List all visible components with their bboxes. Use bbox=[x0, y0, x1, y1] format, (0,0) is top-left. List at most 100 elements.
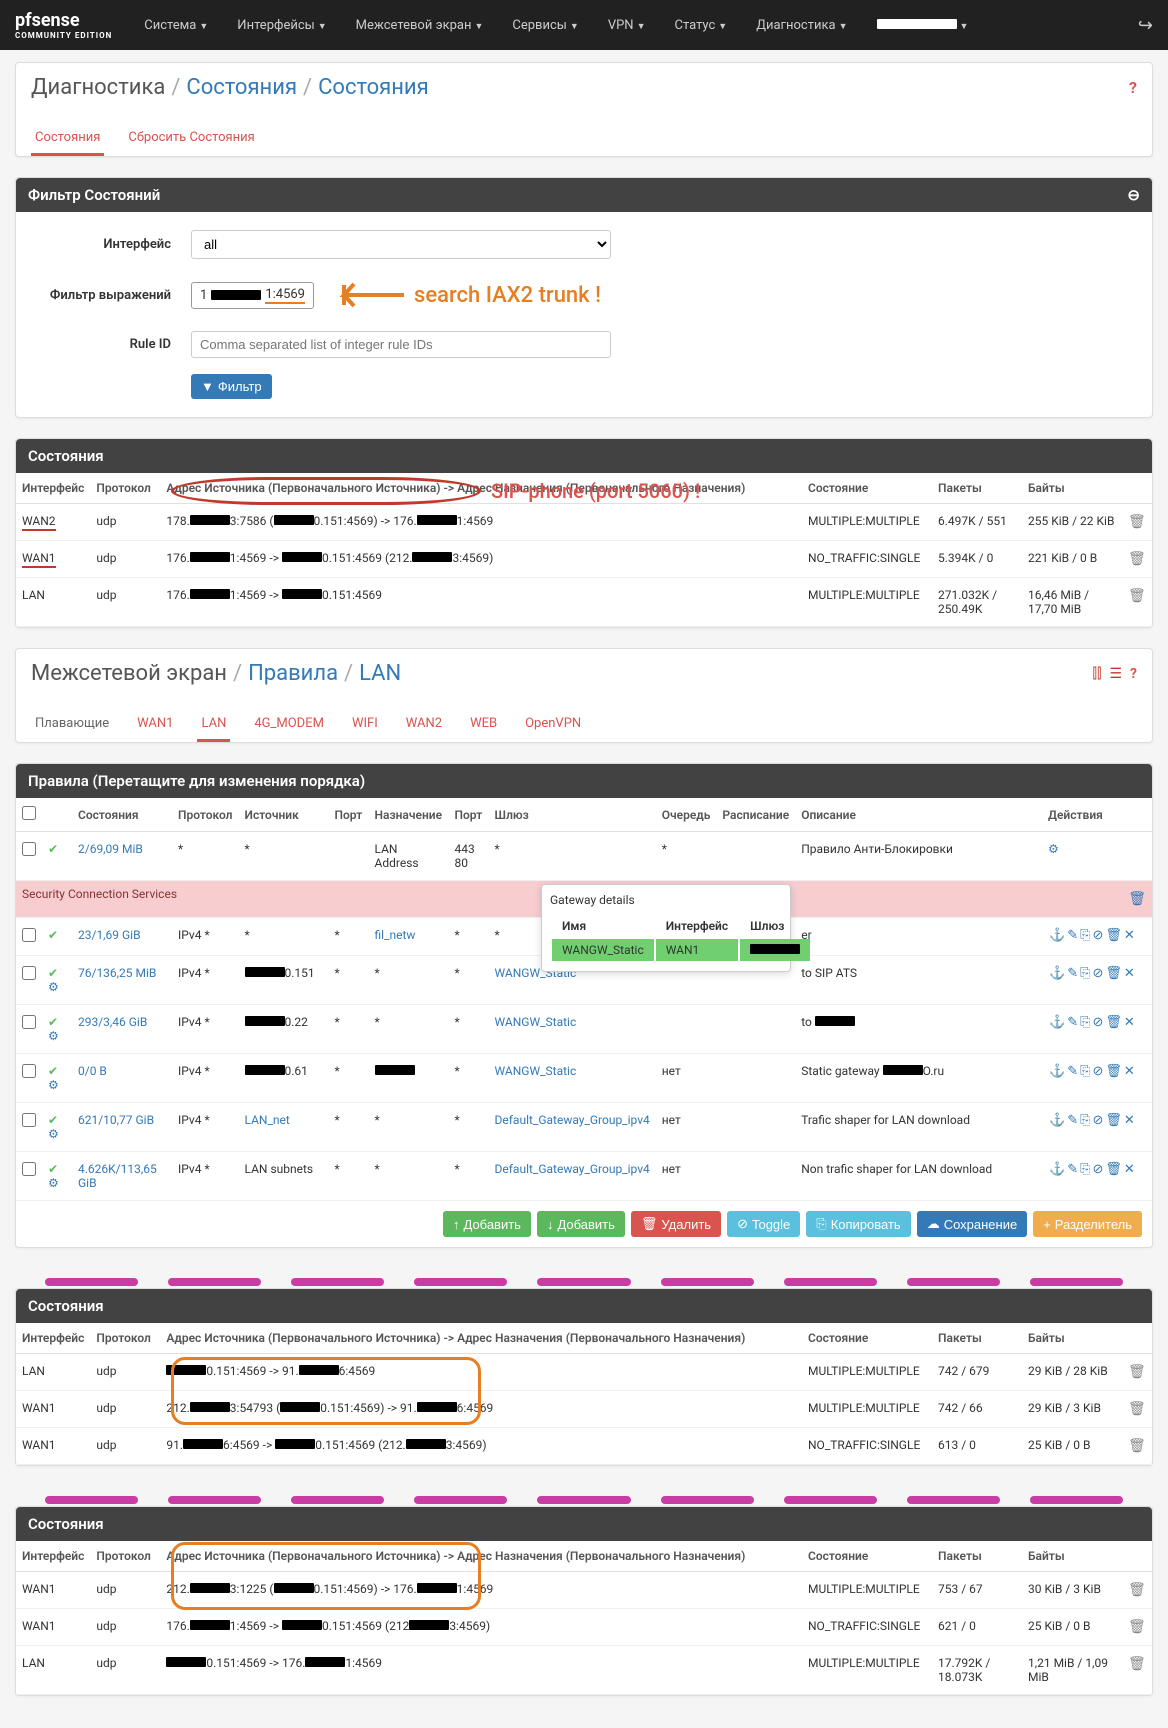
crumb-states[interactable]: Состояния bbox=[186, 75, 297, 100]
toggle-button[interactable]: ⊘ Toggle bbox=[727, 1211, 800, 1237]
copy-icon[interactable]: ⎘ bbox=[1080, 928, 1090, 943]
copy-icon[interactable]: ⎘ bbox=[1080, 1015, 1090, 1030]
row-select[interactable] bbox=[22, 842, 36, 856]
state-link[interactable]: 4.626K/113,65 GiB bbox=[78, 1162, 157, 1190]
crumb-lan[interactable]: LAN bbox=[359, 661, 401, 686]
tab-wan2[interactable]: WAN2 bbox=[402, 708, 446, 742]
tab-4g_modem[interactable]: 4G_MODEM bbox=[250, 708, 328, 742]
edit-icon[interactable]: ✎ bbox=[1067, 1162, 1078, 1177]
trash-icon[interactable]: 🗑 bbox=[1128, 551, 1146, 567]
state-link[interactable]: 76/136,25 MiB bbox=[78, 966, 156, 980]
trash-icon[interactable]: 🗑 bbox=[1105, 928, 1122, 943]
state-link[interactable]: 2/69,09 MiB bbox=[78, 842, 143, 856]
edit-icon[interactable]: ✎ bbox=[1067, 928, 1078, 943]
trash-icon[interactable]: 🗑 bbox=[1105, 1064, 1122, 1079]
row-select[interactable] bbox=[22, 966, 36, 980]
tab-web[interactable]: WEB bbox=[466, 708, 501, 742]
logout-icon[interactable]: ↪ bbox=[1138, 15, 1153, 36]
add-top-button[interactable]: ↑ Добавить bbox=[443, 1211, 531, 1237]
rule-row[interactable]: ✔ ⚙4.626K/113,65 GiBIPv4 *LAN subnets***… bbox=[16, 1152, 1152, 1201]
disable-icon[interactable]: ⊘ bbox=[1093, 1064, 1104, 1079]
rule-row[interactable]: ✔ ⚙0/0 BIPv4 *0.61**WANGW_StaticнетStati… bbox=[16, 1054, 1152, 1103]
row-select[interactable] bbox=[22, 1064, 36, 1078]
close-icon[interactable]: ✕ bbox=[1124, 1113, 1135, 1128]
tab-плавающие[interactable]: Плавающие bbox=[31, 708, 113, 742]
row-select[interactable] bbox=[22, 1113, 36, 1127]
trash-icon[interactable]: 🗑 bbox=[1128, 1582, 1146, 1598]
nav-services[interactable]: Сервисы▼ bbox=[500, 10, 590, 41]
rule-row[interactable]: ✔2/69,09 MiB**LAN Address443 80**Правило… bbox=[16, 832, 1152, 881]
trash-icon[interactable]: 🗑 bbox=[1128, 891, 1146, 907]
edit-icon[interactable]: ✎ bbox=[1067, 1015, 1078, 1030]
state-link[interactable]: 293/3,46 GiB bbox=[78, 1015, 147, 1029]
iface-select[interactable]: all bbox=[191, 230, 611, 259]
trash-icon[interactable]: 🗑 bbox=[1105, 1015, 1122, 1030]
rule-row[interactable]: ✔ ⚙621/10,77 GiBIPv4 *LAN_net***Default_… bbox=[16, 1103, 1152, 1152]
copy-icon[interactable]: ⎘ bbox=[1080, 1113, 1090, 1128]
trash-icon[interactable]: 🗑 bbox=[1128, 1619, 1146, 1635]
trash-icon[interactable]: 🗑 bbox=[1128, 514, 1146, 530]
anchor-icon[interactable]: ⚓ bbox=[1049, 1064, 1065, 1079]
nav-vpn[interactable]: VPN▼ bbox=[596, 10, 658, 41]
anchor-icon[interactable]: ⚓ bbox=[1049, 1162, 1065, 1177]
logo[interactable]: pfsense COMMUNITY EDITION bbox=[15, 10, 112, 40]
state-link[interactable]: 23/1,69 GiB bbox=[78, 928, 141, 942]
help-icon2[interactable]: ? bbox=[1130, 666, 1137, 682]
nav-interfaces[interactable]: Интерфейсы▼ bbox=[225, 10, 338, 41]
trash-icon[interactable]: 🗑 bbox=[1128, 1401, 1146, 1417]
nav-firewall[interactable]: Межсетевой экран▼ bbox=[344, 10, 496, 41]
close-icon[interactable]: ✕ bbox=[1124, 1015, 1135, 1030]
disable-icon[interactable]: ⊘ bbox=[1093, 1162, 1104, 1177]
trash-icon[interactable]: 🗑 bbox=[1128, 1438, 1146, 1454]
select-all[interactable] bbox=[22, 806, 36, 820]
edit-icon[interactable]: ✎ bbox=[1067, 1113, 1078, 1128]
edit-icon[interactable]: ✎ bbox=[1067, 1064, 1078, 1079]
rule-input[interactable] bbox=[191, 331, 611, 358]
tab-wan1[interactable]: WAN1 bbox=[133, 708, 177, 742]
rule-row[interactable]: ✔ ⚙293/3,46 GiBIPv4 *0.22***WANGW_Static… bbox=[16, 1005, 1152, 1054]
state-link[interactable]: 0/0 B bbox=[78, 1064, 107, 1078]
add-bottom-button[interactable]: ↓ Добавить bbox=[537, 1211, 625, 1237]
disable-icon[interactable]: ⊘ bbox=[1093, 1015, 1104, 1030]
chart-icon[interactable]: ⫿⫿ bbox=[1093, 666, 1102, 682]
disable-icon[interactable]: ⊘ bbox=[1093, 928, 1104, 943]
delete-button[interactable]: 🗑 Удалить bbox=[631, 1211, 721, 1237]
help-icon[interactable]: ? bbox=[1129, 78, 1137, 97]
anchor-icon[interactable]: ⚓ bbox=[1049, 928, 1065, 943]
crumb-rules[interactable]: Правила bbox=[248, 661, 338, 686]
tab-lan[interactable]: LAN bbox=[197, 708, 230, 742]
nav-system[interactable]: Система▼ bbox=[132, 10, 220, 41]
disable-icon[interactable]: ⊘ bbox=[1093, 966, 1104, 981]
tab-states[interactable]: Состояния bbox=[31, 122, 104, 156]
close-icon[interactable]: ✕ bbox=[1124, 1162, 1135, 1177]
crumb-states2[interactable]: Состояния bbox=[318, 75, 429, 100]
separator-button[interactable]: + Разделитель bbox=[1033, 1211, 1142, 1237]
row-select[interactable] bbox=[22, 1015, 36, 1029]
trash-icon[interactable]: 🗑 bbox=[1105, 1113, 1122, 1128]
list-icon[interactable]: ☰ bbox=[1109, 666, 1122, 682]
expr-input[interactable]: 11:4569 bbox=[191, 282, 314, 309]
disable-icon[interactable]: ⊘ bbox=[1093, 1113, 1104, 1128]
close-icon[interactable]: ✕ bbox=[1124, 928, 1135, 943]
anchor-icon[interactable]: ⚓ bbox=[1049, 1113, 1065, 1128]
copy-icon[interactable]: ⎘ bbox=[1080, 966, 1090, 981]
nav-status[interactable]: Статус▼ bbox=[663, 10, 740, 41]
nav-diagnostics[interactable]: Диагностика▼ bbox=[744, 10, 859, 41]
nav-host[interactable]: ▼ bbox=[865, 10, 981, 41]
copy-icon[interactable]: ⎘ bbox=[1080, 1064, 1090, 1079]
tab-wifi[interactable]: WIFI bbox=[348, 708, 382, 742]
collapse-icon[interactable]: ⊖ bbox=[1127, 186, 1140, 204]
close-icon[interactable]: ✕ bbox=[1124, 1064, 1135, 1079]
edit-icon[interactable]: ✎ bbox=[1067, 966, 1078, 981]
close-icon[interactable]: ✕ bbox=[1124, 966, 1135, 981]
trash-icon[interactable]: 🗑 bbox=[1128, 588, 1146, 604]
copy-button[interactable]: ⎘ Копировать bbox=[806, 1211, 910, 1237]
anchor-icon[interactable]: ⚓ bbox=[1049, 966, 1065, 981]
trash-icon[interactable]: 🗑 bbox=[1128, 1364, 1146, 1380]
trash-icon[interactable]: 🗑 bbox=[1105, 966, 1122, 981]
state-link[interactable]: 621/10,77 GiB bbox=[78, 1113, 154, 1127]
trash-icon[interactable]: 🗑 bbox=[1105, 1162, 1122, 1177]
row-select[interactable] bbox=[22, 1162, 36, 1176]
row-select[interactable] bbox=[22, 928, 36, 942]
tab-openvpn[interactable]: OpenVPN bbox=[521, 708, 585, 742]
